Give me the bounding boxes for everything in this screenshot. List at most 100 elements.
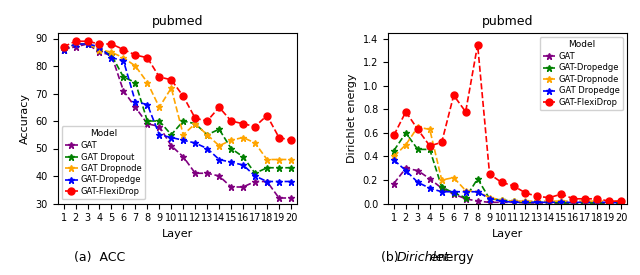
GAT-Dropedge [582, 201, 589, 205]
GAT Dropout [84, 42, 92, 46]
GAT-FlexiDrop [474, 43, 481, 46]
GAT-Dropedge [593, 201, 601, 205]
GAT Dropout [239, 155, 247, 158]
Line: GAT Dropout: GAT Dropout [60, 40, 294, 177]
GAT Dropedge [414, 181, 422, 184]
GAT Dropedge [557, 201, 565, 204]
GAT Dropout [215, 128, 223, 131]
GAT-Dropedge [108, 56, 115, 59]
GAT Dropout [132, 81, 140, 84]
GAT-Dropedge [120, 59, 127, 62]
GAT-FlexiDrop [557, 192, 565, 196]
GAT Dropout [287, 166, 295, 169]
GAT Dropedge [402, 169, 410, 172]
GAT [414, 169, 422, 172]
GAT-FlexiDrop [570, 197, 577, 200]
GAT [239, 185, 247, 189]
Title: pubmed: pubmed [152, 15, 203, 28]
GAT Dropedge [390, 158, 397, 162]
GAT Dropnode [60, 48, 67, 51]
GAT [191, 172, 199, 175]
GAT-Dropedge [191, 141, 199, 145]
GAT Dropout [156, 119, 163, 123]
GAT-Dropedge [522, 201, 529, 204]
GAT [450, 192, 458, 196]
Line: GAT-FlexiDrop: GAT-FlexiDrop [390, 41, 625, 205]
GAT [605, 202, 613, 205]
GAT Dropedge [498, 199, 506, 203]
GAT Dropout [275, 166, 283, 169]
GAT-FlexiDrop [582, 197, 589, 200]
Line: GAT Dropnode: GAT Dropnode [60, 40, 294, 163]
GAT-FlexiDrop [522, 191, 529, 195]
GAT-Dropnode [474, 190, 481, 193]
GAT-FlexiDrop [179, 95, 187, 98]
GAT-FlexiDrop [143, 56, 151, 59]
GAT Dropnode [215, 144, 223, 147]
GAT-Dropedge [462, 196, 470, 199]
GAT [474, 199, 481, 203]
GAT-FlexiDrop [263, 114, 271, 117]
GAT-Dropedge [156, 133, 163, 136]
GAT-Dropnode [462, 189, 470, 192]
GAT Dropedge [593, 201, 601, 204]
GAT-Dropedge [132, 100, 140, 103]
GAT Dropedge [582, 201, 589, 204]
GAT-FlexiDrop [95, 42, 103, 46]
GAT-Dropnode [402, 143, 410, 146]
GAT-Dropedge [474, 177, 481, 180]
GAT Dropnode [72, 42, 79, 46]
GAT-FlexiDrop [239, 122, 247, 125]
Y-axis label: Dirichlet energy: Dirichlet energy [348, 73, 357, 163]
GAT Dropout [143, 119, 151, 123]
GAT [522, 201, 529, 205]
GAT [120, 89, 127, 92]
GAT Dropnode [132, 64, 140, 68]
Legend: GAT, GAT-Dropedge, GAT-Dropnode, GAT Dropedge, GAT-FlexiDrop: GAT, GAT-Dropedge, GAT-Dropnode, GAT Dro… [540, 37, 623, 110]
Line: GAT-Dropedge: GAT-Dropedge [390, 130, 625, 206]
GAT-Dropedge [498, 198, 506, 202]
GAT-FlexiDrop [275, 136, 283, 139]
GAT-FlexiDrop [156, 75, 163, 79]
Text: energy: energy [426, 251, 474, 264]
GAT Dropnode [143, 81, 151, 84]
GAT [95, 51, 103, 54]
GAT Dropedge [534, 201, 541, 204]
GAT Dropedge [570, 201, 577, 204]
GAT-FlexiDrop [402, 110, 410, 113]
GAT-FlexiDrop [252, 125, 259, 128]
GAT-FlexiDrop [390, 134, 397, 137]
GAT-Dropedge [168, 136, 175, 139]
GAT Dropnode [263, 158, 271, 161]
GAT-FlexiDrop [438, 141, 445, 144]
GAT [275, 196, 283, 200]
GAT Dropedge [522, 201, 529, 204]
X-axis label: Layer: Layer [162, 229, 193, 239]
GAT-Dropedge [263, 180, 271, 183]
GAT [287, 196, 295, 200]
GAT [570, 202, 577, 205]
GAT-Dropedge [509, 199, 517, 203]
GAT-Dropedge [287, 180, 295, 183]
GAT Dropnode [191, 122, 199, 125]
GAT-Dropnode [498, 198, 506, 202]
GAT [462, 197, 470, 200]
GAT [84, 42, 92, 46]
GAT-FlexiDrop [132, 53, 140, 57]
GAT-Dropnode [570, 199, 577, 203]
GAT-Dropedge [605, 201, 613, 205]
GAT-Dropnode [426, 128, 433, 131]
GAT Dropedge [438, 190, 445, 193]
GAT-Dropnode [593, 199, 601, 203]
GAT [108, 53, 115, 57]
GAT Dropedge [605, 201, 613, 204]
GAT [156, 125, 163, 128]
GAT Dropout [120, 75, 127, 79]
GAT-FlexiDrop [498, 181, 506, 184]
GAT Dropedge [450, 190, 458, 193]
GAT-FlexiDrop [72, 40, 79, 43]
Text: Dirichlet: Dirichlet [397, 251, 449, 264]
GAT Dropnode [156, 106, 163, 109]
GAT-Dropnode [438, 178, 445, 182]
GAT Dropnode [179, 133, 187, 136]
